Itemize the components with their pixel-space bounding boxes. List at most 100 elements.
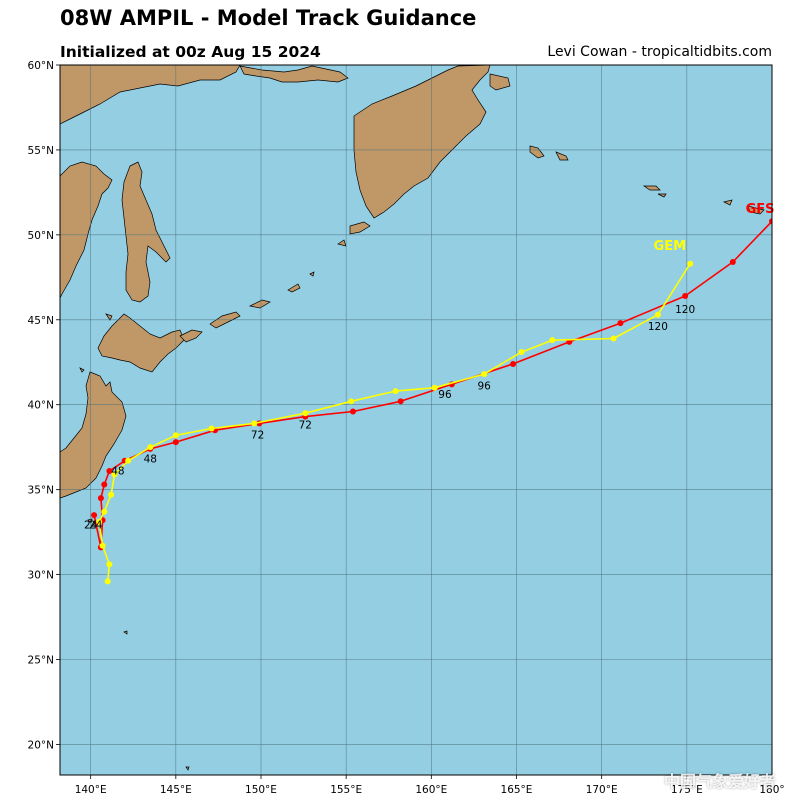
gfs-track-point: [397, 398, 404, 405]
gem-track-point: [654, 311, 661, 318]
land-northern-coast: [239, 65, 349, 83]
gfs-track-point: [106, 467, 113, 474]
gem-track-point: [687, 260, 694, 267]
gem-track-point: [348, 398, 355, 405]
gem-hour-label: 24: [89, 520, 103, 532]
lon-tick-label: 175°E: [671, 784, 703, 796]
land-asia-mainland: [60, 65, 241, 125]
lon-tick-label: 145°E: [160, 784, 192, 796]
gfs-track-point: [349, 408, 356, 415]
gfs-hour-label: 48: [111, 465, 124, 477]
lat-tick-label: 20°N: [28, 739, 54, 751]
gem-model-name: GEM: [654, 239, 687, 254]
lat-tick-label: 55°N: [28, 145, 54, 157]
land-kuril-4: [287, 283, 301, 293]
gem-track-point: [111, 471, 118, 478]
land-kuril-6: [349, 221, 371, 235]
gem-track-point: [172, 432, 179, 439]
land-sakhalin: [121, 161, 171, 303]
lat-tick-label: 30°N: [28, 570, 54, 582]
gfs-track-point: [769, 218, 772, 225]
lon-tick-label: 180°: [759, 784, 784, 796]
gfs-track-point: [729, 259, 736, 266]
lon-tick-label: 160°E: [415, 784, 447, 796]
land-hokkaido: [97, 313, 185, 373]
watermark: 中国气象爱好者: [664, 772, 777, 791]
gfs-track-point: [172, 439, 179, 446]
lat-tick-label: 45°N: [28, 315, 54, 327]
land-kamchatka: [353, 65, 491, 219]
gfs-track-point: [682, 293, 689, 300]
lat-tick-label: 50°N: [28, 230, 54, 242]
gem-track-point: [96, 518, 103, 525]
gem-track-point: [610, 335, 617, 342]
land-island-b: [529, 145, 545, 159]
land-island-g: [747, 205, 765, 215]
gem-track-point: [481, 371, 488, 378]
gem-track-point: [125, 457, 132, 464]
gfs-hour-label: 24: [84, 520, 98, 532]
land-izu-3: [185, 766, 190, 771]
gfs-track-point: [617, 320, 624, 327]
land-island-c: [555, 151, 569, 161]
land-izu-2: [123, 630, 128, 635]
gem-hour-label: 96: [477, 380, 491, 392]
gfs-hour-label: 96: [438, 389, 452, 401]
gem-track-point: [106, 561, 113, 568]
gfs-track-point: [91, 512, 98, 519]
track-labels: 24 48 72 96 120 GFS 24 48 72 96 120 GEM: [84, 202, 775, 532]
gem-track-point: [99, 542, 106, 549]
gfs-model-name: GFS: [746, 202, 775, 217]
lat-tick-label: 25°N: [28, 654, 54, 666]
land-honshu: [60, 371, 127, 499]
gem-track-line: [98, 263, 691, 582]
gem-track-point: [518, 349, 525, 356]
track-layer: [91, 218, 772, 585]
gem-track-point: [104, 578, 111, 585]
land-izu-1: [87, 518, 93, 524]
land-island-e: [657, 193, 667, 198]
chart-subtitle: Initialized at 00z Aug 15 2024: [60, 43, 321, 61]
gfs-hour-label: 72: [251, 430, 264, 442]
gem-track-point: [392, 388, 399, 395]
gem-track-point: [431, 384, 438, 391]
lat-tick-label: 60°N: [28, 60, 54, 72]
gem-hour-label: 48: [144, 453, 157, 465]
gfs-hour-label: 120: [675, 304, 695, 316]
lat-tick-label: 35°N: [28, 485, 54, 497]
land-island-a: [489, 73, 511, 91]
land-kuril-5: [337, 239, 347, 247]
axis-ticks: 140°E 145°E 150°E 155°E 160°E 165°E 170°E 175°E…: [28, 60, 785, 796]
lat-tick-label: 40°N: [28, 400, 54, 412]
gem-track-point: [208, 425, 215, 432]
gem-hour-label: 72: [299, 419, 312, 431]
land-kuril-7: [309, 271, 315, 277]
gem-track-point: [549, 337, 556, 344]
gem-track-point: [101, 508, 108, 515]
land-kuril-1: [179, 329, 203, 343]
gem-track-point: [147, 444, 154, 451]
gfs-track-point: [101, 481, 108, 488]
lon-tick-label: 140°E: [75, 784, 107, 796]
lon-tick-label: 150°E: [245, 784, 277, 796]
gfs-track-point: [97, 495, 104, 502]
lon-tick-label: 155°E: [330, 784, 362, 796]
land-island-d: [642, 185, 661, 191]
land-north-small: [105, 313, 113, 321]
land-kuril-3: [248, 299, 271, 309]
gem-track-point: [251, 420, 258, 427]
map-frame: [59, 64, 773, 776]
gem-hour-label: 120: [648, 321, 668, 333]
gfs-track-point: [510, 360, 517, 367]
gem-track-point: [302, 410, 309, 417]
gem-track-point: [108, 491, 115, 498]
lat-lon-grid: [60, 65, 772, 775]
land-layer: [60, 65, 765, 771]
lon-tick-label: 170°E: [586, 784, 618, 796]
land-north-small-2: [79, 367, 85, 373]
credit-text: Levi Cowan - tropicaltidbits.com: [547, 44, 772, 60]
lon-tick-label: 165°E: [501, 784, 533, 796]
land-russia-coast: [60, 161, 113, 299]
chart-title: 08W AMPIL - Model Track Guidance: [60, 6, 477, 30]
